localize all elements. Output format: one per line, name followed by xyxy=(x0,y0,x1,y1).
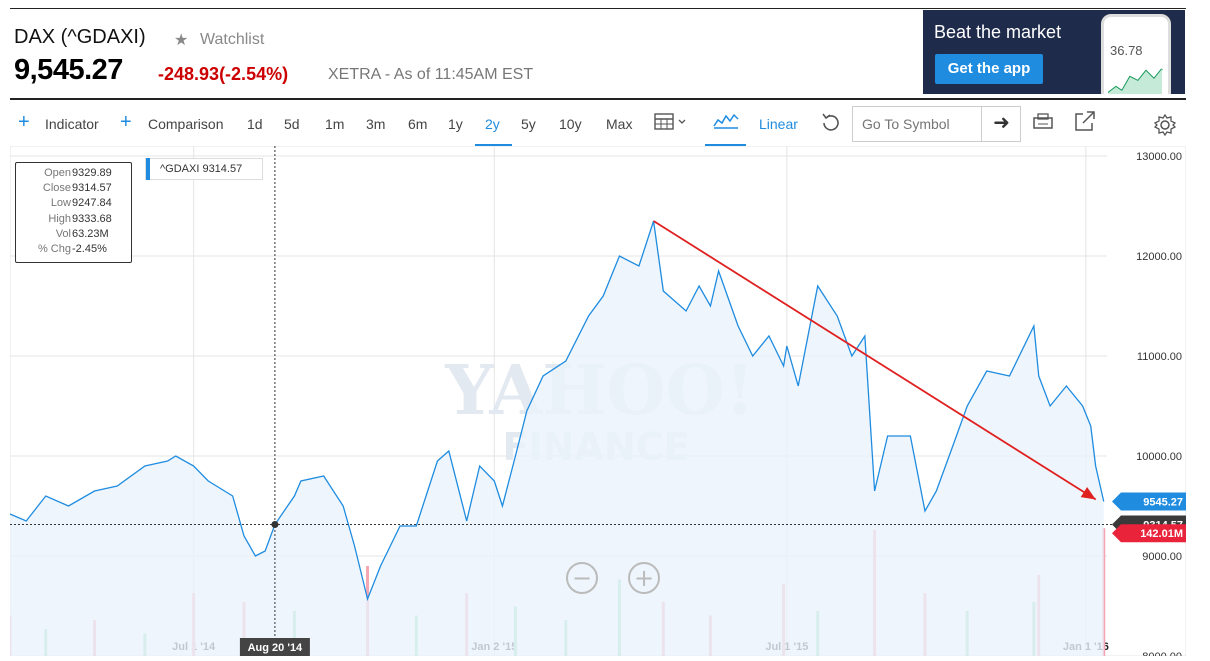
watchlist-link[interactable]: Watchlist xyxy=(200,31,265,48)
arrow-right-icon[interactable]: ➜ xyxy=(981,107,1021,141)
header-divider xyxy=(10,98,1186,100)
comparison-button[interactable]: Comparison xyxy=(148,116,224,132)
go-to-symbol-input[interactable] xyxy=(853,107,979,141)
popout-icon[interactable] xyxy=(1074,110,1096,132)
range-button-1y[interactable]: 1y xyxy=(448,116,463,132)
ohlc-key: Low xyxy=(50,197,71,210)
print-icon[interactable] xyxy=(1032,112,1054,132)
series-area xyxy=(10,221,1104,656)
zoom-out-icon-glyph[interactable]: − xyxy=(572,564,592,592)
ohlc-row: High 9333.68 xyxy=(16,213,131,228)
calendar-icon[interactable] xyxy=(654,112,688,132)
ohlc-key: Open xyxy=(44,167,71,179)
settings-gear-icon[interactable] xyxy=(1154,114,1176,136)
volume-tag: 142.01M xyxy=(1140,528,1183,540)
plus-icon[interactable]: + xyxy=(18,111,30,133)
change-percent: (-2.54%) xyxy=(219,64,289,84)
chart-type-icon[interactable] xyxy=(713,112,739,130)
range-button-6m[interactable]: 6m xyxy=(408,116,428,132)
undo-icon[interactable] xyxy=(821,112,841,132)
y-tick-label: 13000.00 xyxy=(1136,151,1182,163)
y-tick-label: 11000.00 xyxy=(1137,351,1182,363)
ohlc-value: -2.45% xyxy=(72,243,107,255)
indicator-button[interactable]: Indicator xyxy=(45,116,99,132)
phone-image: 36.78 xyxy=(1101,14,1171,94)
ohlc-value: 9314.57 xyxy=(72,182,112,195)
y-tick-label: 8000.00 xyxy=(1142,651,1182,656)
ohlc-value: 9333.68 xyxy=(72,212,112,225)
ohlc-row: Vol 63.23M xyxy=(16,228,131,243)
crosshair-date-label: Aug 20 '14 xyxy=(248,642,303,654)
y-tick-label: 12000.00 xyxy=(1136,251,1182,263)
chart-toolbar: + Indicator + Comparison 1d 5d 1m 3m 6m 1y 2y 5… xyxy=(0,102,1210,147)
ohlc-row: Close 9314.57 xyxy=(16,182,131,197)
as-of-label: XETRA - As of 11:45AM EST xyxy=(328,66,534,83)
plus-icon[interactable]: + xyxy=(120,111,132,133)
ohlc-row: % Chg -2.45% xyxy=(16,243,131,258)
current-price-tag-bg xyxy=(1112,492,1186,511)
ad-headline: Beat the market xyxy=(934,22,1062,42)
crosshair-point xyxy=(271,521,279,528)
range-button-3m[interactable]: 3m xyxy=(366,116,386,132)
zoom-out-icon[interactable] xyxy=(566,562,598,594)
ohlc-value: 63.23M xyxy=(72,227,109,240)
trend-arrow-head xyxy=(1080,486,1096,500)
range-button-1m[interactable]: 1m xyxy=(325,116,345,132)
price-change: -248.93(-2.54%) xyxy=(158,64,288,85)
ohlc-key: % Chg xyxy=(37,243,71,255)
price-chart[interactable]: 8000.00 9000.00 10000.00 11000.00 12000.00 13… xyxy=(8,145,1187,661)
crosshair-date-tag xyxy=(239,638,310,656)
ad-banner[interactable]: Beat the market Get the app 36.78 xyxy=(923,10,1185,94)
scale-toggle[interactable]: Linear xyxy=(759,116,798,132)
range-button-1d[interactable]: 1d xyxy=(247,116,263,132)
index-name: DAX (^GDAXI) xyxy=(14,26,146,48)
range-button-5d[interactable]: 5d xyxy=(284,116,300,132)
star-icon[interactable]: ★ xyxy=(174,32,189,49)
zoom-in-icon[interactable] xyxy=(628,562,660,594)
ohlc-value: 9247.84 xyxy=(72,197,112,210)
series-legend: ^GDAXI 9314.57 xyxy=(145,158,263,180)
y-tick-label: 9000.00 xyxy=(1142,551,1182,563)
current-price-tag: 9545.27 xyxy=(1143,497,1183,509)
ohlc-key: High xyxy=(48,212,71,225)
range-button-2y[interactable]: 2y xyxy=(485,116,500,132)
ohlc-key: Vol xyxy=(55,227,71,240)
current-price: 9,545.27 xyxy=(14,54,123,86)
range-button-10y[interactable]: 10y xyxy=(559,116,582,132)
chart-svg[interactable]: 8000.00 9000.00 10000.00 11000.00 12000.00 13… xyxy=(8,145,1187,661)
range-button-5y[interactable]: 5y xyxy=(521,116,536,132)
go-to-symbol-box: ➜ xyxy=(852,106,1021,142)
ohlc-row: Low 9247.84 xyxy=(16,197,131,212)
ohlc-tooltip: Open 9329.89 Close 9314.57 Low 9247.84 High 933… xyxy=(15,162,132,263)
ohlc-key: Close xyxy=(42,182,71,195)
ohlc-value: 9329.89 xyxy=(72,167,112,179)
top-border xyxy=(10,8,1186,9)
get-app-button[interactable]: Get the app xyxy=(935,54,1043,84)
trend-arrow-line xyxy=(653,220,1097,501)
volume-tag-bg xyxy=(1112,524,1186,543)
ohlc-row: Open 9329.89 xyxy=(16,167,131,182)
phone-value: 36.78 xyxy=(1110,43,1143,58)
range-button-Max[interactable]: Max xyxy=(606,116,633,132)
phone-chart-icon xyxy=(1108,68,1163,94)
zoom-in-icon-glyph[interactable]: + xyxy=(634,564,654,592)
change-value: -248.93 xyxy=(158,64,220,84)
y-tick-label: 10000.00 xyxy=(1136,451,1182,463)
series-line[interactable] xyxy=(9,220,1105,602)
